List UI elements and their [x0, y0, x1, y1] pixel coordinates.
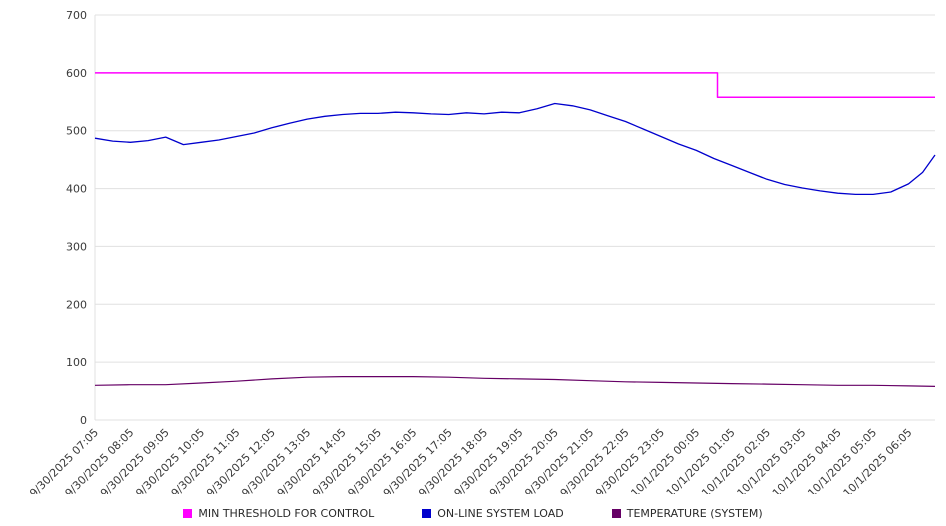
chart-legend: MIN THRESHOLD FOR CONTROL ON-LINE SYSTEM…: [0, 507, 946, 520]
legend-label-temperature: TEMPERATURE (SYSTEM): [626, 507, 763, 520]
x-tick-label: 9/30/2025 07:05: [27, 426, 101, 494]
y-tick-label-300: 300: [66, 240, 87, 253]
legend-swatch-temperature: [611, 509, 621, 518]
legend-item-temperature[interactable]: TEMPERATURE (SYSTEM): [611, 507, 763, 520]
y-tick-label-200: 200: [66, 298, 87, 311]
legend-item-system-load[interactable]: ON-LINE SYSTEM LOAD: [422, 507, 564, 520]
legend-label-min-threshold: MIN THRESHOLD FOR CONTROL: [198, 507, 375, 520]
y-tick-label-100: 100: [66, 356, 87, 369]
y-tick-label-0: 0: [80, 414, 87, 427]
y-tick-label-600: 600: [66, 67, 87, 80]
series-line-1: [94, 102, 936, 196]
legend-swatch-system-load: [422, 509, 432, 518]
y-tick-label-400: 400: [66, 183, 87, 196]
y-tick-label-500: 500: [66, 125, 87, 138]
legend-item-min-threshold[interactable]: MIN THRESHOLD FOR CONTROL: [183, 507, 374, 520]
y-tick-label-700: 700: [66, 9, 87, 22]
series-line-0: [95, 72, 935, 98]
series-line-2: [94, 376, 936, 387]
legend-swatch-min-threshold: [183, 509, 193, 518]
legend-label-system-load: ON-LINE SYSTEM LOAD: [437, 507, 564, 520]
